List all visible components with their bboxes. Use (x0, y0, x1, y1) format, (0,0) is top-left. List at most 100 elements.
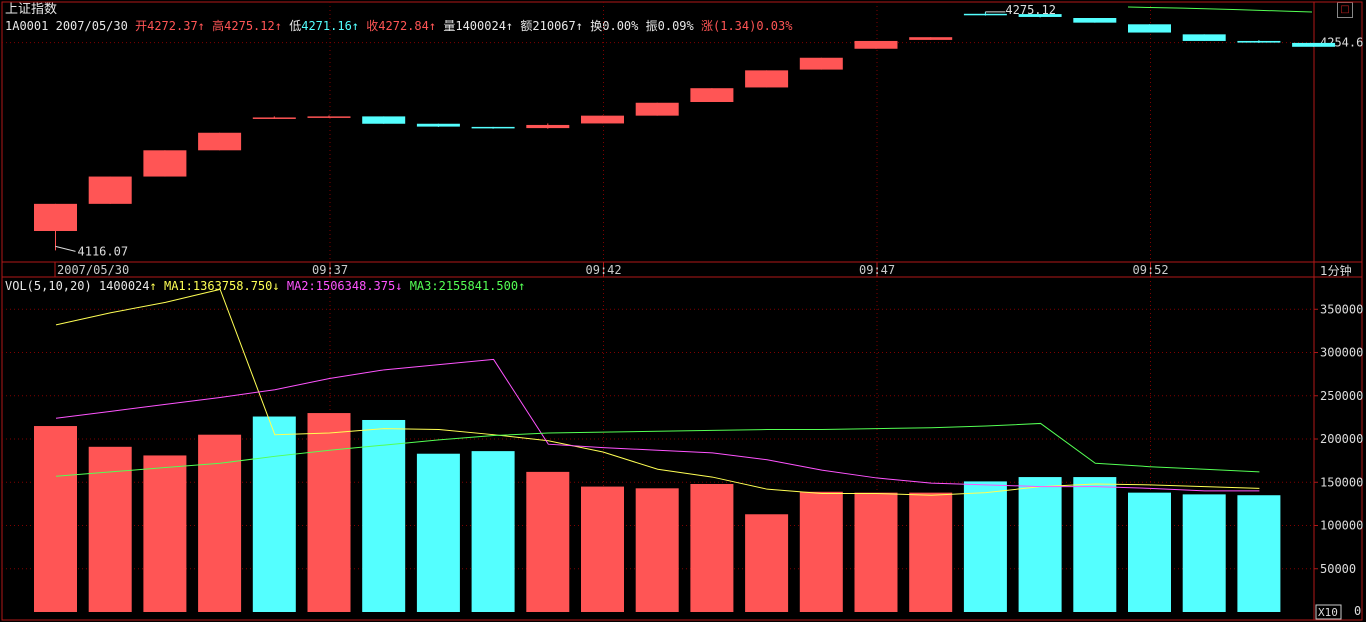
volume-ma-line (55, 288, 1260, 496)
volume-tick-label: 350000 (1320, 302, 1363, 316)
candle-body (1182, 34, 1226, 41)
candle-body (581, 115, 624, 124)
time-tick-label: 09:52 (1133, 263, 1169, 277)
up-arrow-icon: ↑ (149, 279, 157, 293)
amount-label: 额 (520, 19, 533, 33)
change-label: 涨 (700, 19, 713, 33)
ma1-value: 1363758.750 (192, 279, 273, 293)
candle-body (143, 150, 187, 177)
chart-title: 上证指数 (5, 2, 58, 17)
up-arrow-icon: ↑ (518, 279, 526, 293)
volume-bar (307, 413, 351, 612)
volume-bar (745, 514, 789, 612)
stock-code: 1A0001 (5, 19, 49, 33)
high-value: 4275.12 (224, 19, 275, 33)
up-arrow-icon: ↑ (575, 19, 583, 33)
volume-bar (1128, 492, 1171, 612)
min-annotation-line (55, 245, 76, 252)
volume-bar (1237, 495, 1281, 612)
ma3-label: MA3: (409, 279, 439, 293)
candle-body (745, 70, 789, 88)
volume-bar (854, 492, 898, 612)
volume-legend: VOL(5,10,20) 1400024↑ MA1:1363758.750↓ M… (5, 279, 525, 293)
time-tick-label: 09:47 (859, 263, 895, 277)
close-label: 收 (366, 19, 379, 33)
candle-body (198, 132, 242, 151)
up-arrow-icon: ↑ (428, 19, 437, 33)
amplitude-label: 振 (645, 19, 658, 33)
down-arrow-icon: ↓ (272, 279, 280, 293)
volume-bar (143, 455, 187, 612)
low-value: 4271.16 (301, 19, 352, 33)
volume-ma-line (55, 422, 1260, 477)
multiplier-box (1315, 604, 1342, 620)
candle-body (88, 176, 132, 204)
volume-ma-line (55, 358, 1260, 492)
volume-bar (1018, 477, 1062, 612)
period-label: 1分钟 (1320, 263, 1352, 278)
candle-body (34, 203, 77, 231)
candle-body (1073, 18, 1117, 23)
low-label: 低 (289, 19, 302, 33)
turnover-value: 0.00% (602, 19, 639, 33)
volume-bar (416, 453, 460, 612)
time-tick-label: 2007/05/30 (57, 263, 129, 277)
candle-body (1292, 42, 1336, 47)
quote-bar: 1A0001 2007/05/30 开4272.37↑ 高4275.12↑ 低4… (5, 19, 792, 33)
volume-tick-label: 300000 (1320, 346, 1363, 360)
up-arrow-icon: ↑ (351, 19, 360, 33)
candle-body (471, 126, 515, 129)
down-arrow-icon: ↓ (395, 279, 403, 293)
candle-body (526, 124, 570, 129)
high-label: 高 (212, 19, 225, 33)
up-arrow-icon: ↑ (505, 19, 514, 33)
volume-tick-label: 200000 (1320, 432, 1363, 446)
candle-body (1128, 24, 1171, 33)
volume-tick-label: 50000 (1320, 562, 1356, 576)
volume-bar (526, 471, 570, 612)
candle-body (690, 88, 734, 102)
candle-body (799, 57, 843, 70)
candle-body (963, 13, 1007, 16)
candle-body (909, 37, 953, 40)
volume-bar (799, 491, 843, 612)
close-value: 4272.84 (378, 19, 429, 33)
volume-bar (581, 486, 624, 612)
price-tick-label: 4254.6 (1320, 36, 1363, 50)
min-annotation: 4116.07 (78, 244, 129, 258)
volume-bar (34, 426, 77, 612)
max-annotation: 4275.12 (1005, 3, 1056, 17)
candle-body (416, 123, 460, 127)
up-arrow-icon: ↑ (197, 19, 205, 33)
volume-bar (362, 419, 406, 612)
open-value: 4272.37 (147, 19, 198, 33)
change-value: (1.34)0.03% (713, 19, 793, 33)
time-tick-label: 09:37 (312, 263, 348, 277)
turnover-label: 换 (590, 19, 603, 33)
volume-indicator-name: VOL(5,10,20) (5, 279, 92, 293)
ma3-value: 2155841.500 (438, 279, 519, 293)
volume-label: 量 (443, 19, 456, 33)
candle-body (1018, 14, 1062, 17)
quote-date: 2007/05/30 (55, 19, 128, 33)
volume-bar (252, 416, 296, 612)
candle-body (635, 102, 679, 116)
volume-tick-label: 100000 (1320, 519, 1363, 533)
volume-bar (635, 488, 679, 612)
ma2-label: MA2: (286, 279, 316, 293)
up-arrow-icon: ↑ (274, 19, 282, 33)
volume-zero-label: 0 (1354, 604, 1361, 618)
amplitude-value: 0.09% (657, 19, 694, 33)
volume-indicator-value: 1400024 (98, 279, 150, 293)
volume-bar (963, 481, 1007, 612)
candle-body (307, 116, 351, 118)
ma1-label: MA1: (163, 279, 193, 293)
volume-bar (909, 492, 953, 612)
amount-value: 210067 (532, 19, 576, 33)
volume-value: 1400024 (455, 19, 506, 33)
candle-body (854, 40, 898, 49)
multiplier-label: X10 (1318, 606, 1338, 619)
volume-bar (690, 483, 734, 612)
